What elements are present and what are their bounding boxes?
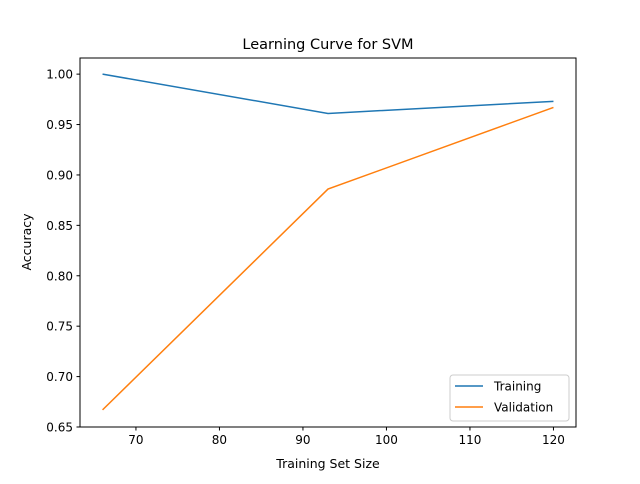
x-tick-label: 90 (295, 433, 310, 447)
x-axis-label: Training Set Size (275, 456, 380, 471)
x-tick-label: 80 (212, 433, 227, 447)
x-tick-label: 110 (458, 433, 481, 447)
y-tick-label: 0.90 (46, 168, 73, 182)
y-tick-label: 0.85 (46, 219, 73, 233)
y-tick-label: 0.80 (46, 269, 73, 283)
y-axis-label: Accuracy (19, 213, 34, 271)
x-tick-label: 70 (128, 433, 143, 447)
legend-label: Training (493, 380, 541, 394)
y-tick-label: 0.95 (46, 118, 73, 132)
y-tick-label: 0.75 (46, 320, 73, 334)
plot-frame (79, 57, 577, 428)
y-tick-label: 1.00 (46, 68, 73, 82)
y-tick-label: 0.65 (46, 421, 73, 435)
series-line-validation (102, 106, 554, 411)
legend: Training Validation (449, 374, 570, 422)
chart-title: Learning Curve for SVM (242, 37, 413, 53)
y-tick-label: 0.70 (46, 370, 73, 384)
x-tick-label: 100 (375, 433, 398, 447)
series-line-training (102, 73, 554, 115)
x-tick-label: 120 (542, 433, 565, 447)
legend-label: Validation (494, 401, 553, 415)
